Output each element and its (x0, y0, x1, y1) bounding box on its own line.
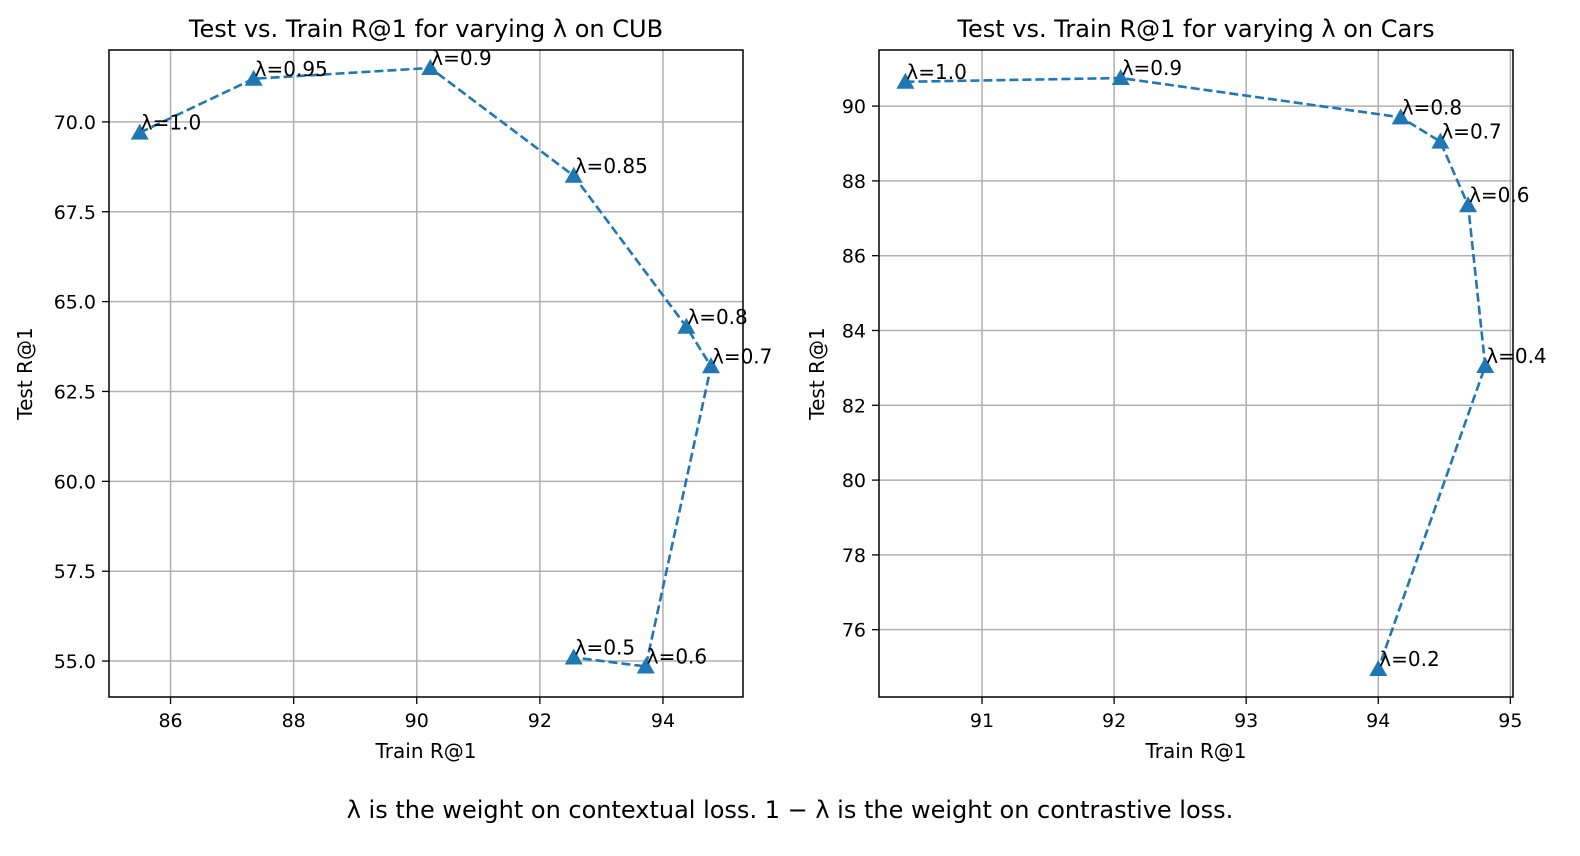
chart-panel-2: 91 92 93 94 95 76 78 80 82 84 86 88 90 λ=1.0 λ=0.9 λ=0.… (805, 15, 1547, 763)
data-point-marker (701, 357, 720, 374)
y-axis-label: Test R@1 (805, 327, 829, 420)
figure-caption: λ is the weight on contextual loss. 1 − … (346, 796, 1234, 824)
axes-frame (108, 49, 744, 698)
data-point-marker (564, 648, 583, 665)
data-point-label: λ=0.7 (1441, 120, 1501, 144)
data-point-marker (677, 317, 696, 334)
data-point-marker (896, 72, 915, 89)
x-axis-label: Train R@1 (1145, 739, 1247, 763)
data-point-label: λ=0.9 (1122, 56, 1182, 80)
x-tick-label: 86 (158, 710, 182, 732)
y-tick-label: 82 (842, 395, 866, 417)
data-point-marker (1369, 659, 1388, 676)
data-point-marker (1111, 69, 1130, 86)
data-point-label: λ=0.5 (575, 635, 635, 659)
series-line (139, 66, 713, 668)
series-line (905, 76, 1487, 670)
data-point-marker (1476, 357, 1495, 374)
data-point-marker (564, 166, 583, 183)
data-point-marker (636, 657, 655, 674)
data-point-label: λ=0.8 (687, 305, 747, 329)
data-point-label: λ=0.8 (1402, 95, 1462, 119)
x-tick-label: 90 (405, 710, 429, 732)
y-tick-label: 86 (842, 246, 866, 268)
data-point-marker (421, 58, 440, 75)
y-tick-label: 57.5 (54, 561, 96, 583)
grid (109, 50, 743, 697)
chart-title: Test vs. Train R@1 for varying λ on Cars (956, 15, 1434, 43)
y-axis-label: Test R@1 (13, 327, 37, 420)
data-point-marker (244, 69, 263, 86)
data-point-label: λ=0.6 (647, 644, 707, 668)
y-tick-label: 70.0 (54, 112, 96, 134)
data-point-label: λ=0.95 (255, 57, 328, 81)
x-tick-label: 92 (528, 710, 552, 732)
x-tick-label: 94 (651, 710, 675, 732)
y-tick-label: 67.5 (54, 202, 96, 224)
data-point-label: λ=1.0 (141, 111, 201, 135)
y-tick-label: 78 (842, 545, 866, 567)
y-tick-label: 65.0 (54, 292, 96, 314)
x-tick-label: 95 (1498, 710, 1522, 732)
data-point-label: λ=0.85 (575, 154, 648, 178)
y-tick-label: 90 (842, 96, 866, 118)
y-tick-label: 55.0 (54, 651, 96, 673)
x-tick-label: 93 (1234, 710, 1258, 732)
data-point-marker (130, 123, 149, 140)
data-point-label: λ=0.4 (1486, 344, 1546, 368)
y-tick-label: 88 (842, 171, 866, 193)
x-tick-label: 91 (970, 710, 994, 732)
data-point-marker (1459, 196, 1478, 213)
chart-panel-1: 86 88 90 92 94 55.0 57.5 60.0 62.5 65.0 67.5 70.0 λ=… (13, 15, 772, 763)
x-tick-label: 88 (282, 710, 306, 732)
y-tick-label: 60.0 (54, 471, 96, 493)
x-axis-label: Train R@1 (375, 739, 477, 763)
data-point-marker (1391, 108, 1410, 125)
data-point-label: λ=0.2 (1379, 647, 1439, 671)
data-point-label: λ=0.7 (712, 344, 772, 368)
chart-title: Test vs. Train R@1 for varying λ on CUB (188, 15, 663, 43)
data-point-label: λ=1.0 (906, 60, 966, 84)
data-point-label: λ=0.6 (1469, 183, 1529, 207)
y-tick-label: 80 (842, 470, 866, 492)
x-tick-label: 94 (1366, 710, 1390, 732)
axes-frame (878, 49, 1514, 698)
y-tick-label: 76 (842, 620, 866, 642)
x-tick-label: 92 (1102, 710, 1126, 732)
data-point-marker (1431, 132, 1450, 149)
y-tick-label: 62.5 (54, 381, 96, 403)
grid (879, 50, 1513, 697)
y-tick-label: 84 (842, 320, 866, 342)
